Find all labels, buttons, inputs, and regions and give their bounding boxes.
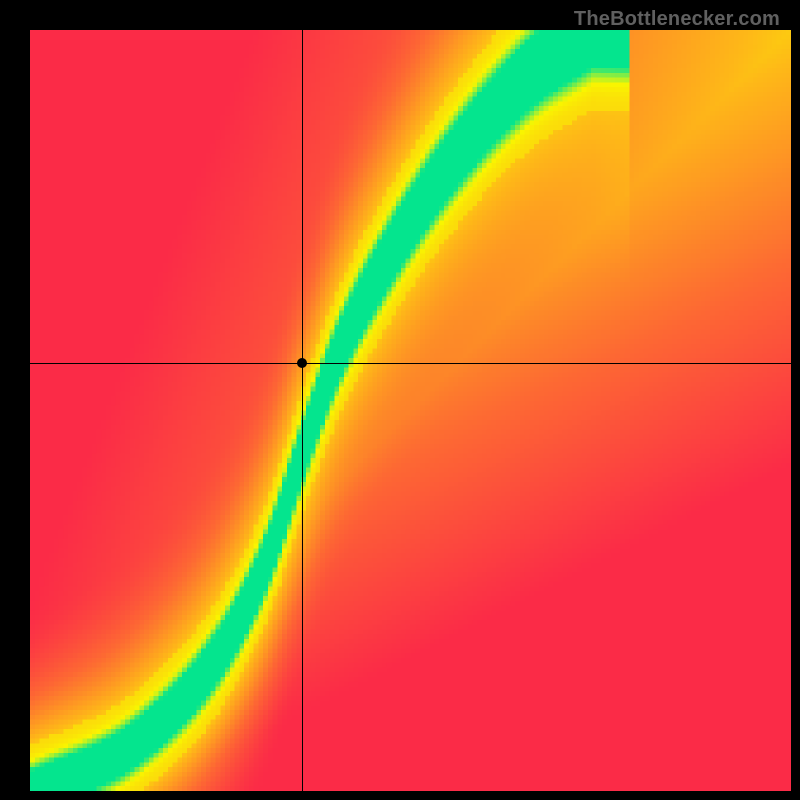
crosshair-vertical — [302, 30, 303, 791]
watermark-label: TheBottlenecker.com — [574, 8, 780, 31]
selected-point — [297, 358, 307, 368]
chart-container: { "watermark": { "text": "TheBottlenecke… — [0, 0, 800, 800]
crosshair-horizontal — [30, 363, 791, 364]
bottleneck-heatmap — [30, 30, 791, 791]
